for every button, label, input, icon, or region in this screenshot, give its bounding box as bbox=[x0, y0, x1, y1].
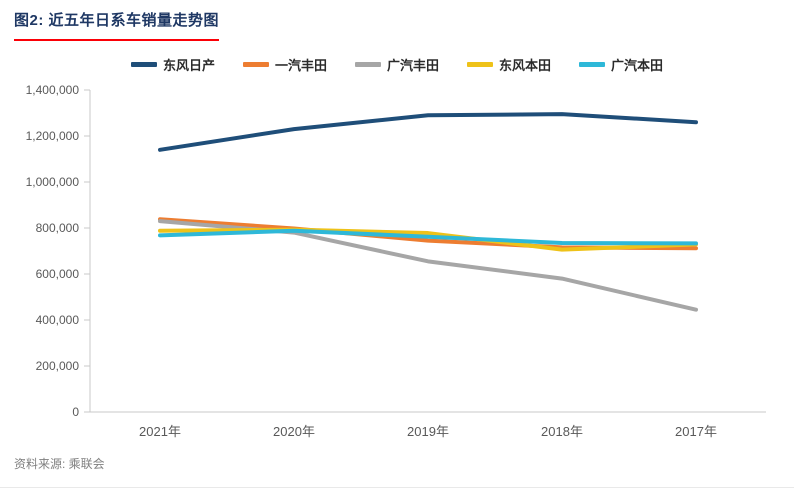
y-axis-label: 200,000 bbox=[36, 359, 80, 373]
legend-label: 一汽丰田 bbox=[274, 57, 327, 73]
legend-item: 东风日产 bbox=[130, 55, 215, 74]
legend-swatch bbox=[579, 61, 606, 67]
legend-label: 东风日产 bbox=[162, 57, 215, 73]
y-axis-label: 800,000 bbox=[36, 221, 80, 235]
legend-swatch bbox=[130, 61, 157, 67]
series-line bbox=[158, 228, 698, 246]
chart-svg: 0 200,000 400,000 600,000 800,000 1,000,000 1,… bbox=[26, 83, 766, 439]
legend-swatch bbox=[354, 61, 381, 67]
legend-swatch bbox=[242, 61, 269, 67]
legend-label: 广汽丰田 bbox=[386, 57, 439, 73]
figure-header: 图2: 近五年日系车销量走势图 bbox=[0, 0, 794, 41]
legend-swatch bbox=[467, 61, 493, 67]
figure-container: 图2: 近五年日系车销量走势图 东风日产 一汽丰田 广汽丰田 东风本田 广汽本田 0 20… bbox=[0, 0, 794, 488]
y-axis-label: 0 bbox=[72, 405, 79, 419]
source-note: 资料来源: 乘联会 bbox=[14, 457, 105, 471]
y-axis-label: 1,200,000 bbox=[26, 129, 80, 143]
legend-label: 广汽本田 bbox=[611, 57, 664, 73]
chart-legend: 东风日产 一汽丰田 广汽丰田 东风本田 广汽本田 bbox=[0, 55, 794, 74]
x-axis-label: 2019年 bbox=[407, 424, 449, 439]
legend-label: 东风本田 bbox=[499, 57, 552, 73]
legend-item: 东风本田 bbox=[467, 55, 551, 74]
y-axis-label: 1,000,000 bbox=[26, 175, 80, 189]
x-axis-label: 2017年 bbox=[675, 424, 717, 439]
y-axis-label: 400,000 bbox=[36, 313, 80, 327]
legend-item: 广汽丰田 bbox=[354, 55, 439, 74]
legend-item: 一汽丰田 bbox=[242, 55, 327, 74]
line-chart: 0 200,000 400,000 600,000 800,000 1,000,000 1,… bbox=[0, 76, 794, 448]
bottom-divider bbox=[0, 487, 794, 488]
legend-item: 广汽本田 bbox=[579, 55, 663, 74]
series-line bbox=[158, 112, 698, 152]
series-line bbox=[158, 227, 698, 252]
x-axis-label: 2021年 bbox=[139, 424, 181, 439]
figure-title: 图2: 近五年日系车销量走势图 bbox=[14, 12, 220, 29]
x-axis-label: 2018年 bbox=[541, 424, 583, 439]
x-axis-label: 2020年 bbox=[273, 424, 315, 439]
y-axis-label: 1,400,000 bbox=[26, 83, 80, 97]
title-underline: 图2: 近五年日系车销量走势图 bbox=[14, 11, 220, 41]
y-axis-label: 600,000 bbox=[36, 267, 80, 281]
